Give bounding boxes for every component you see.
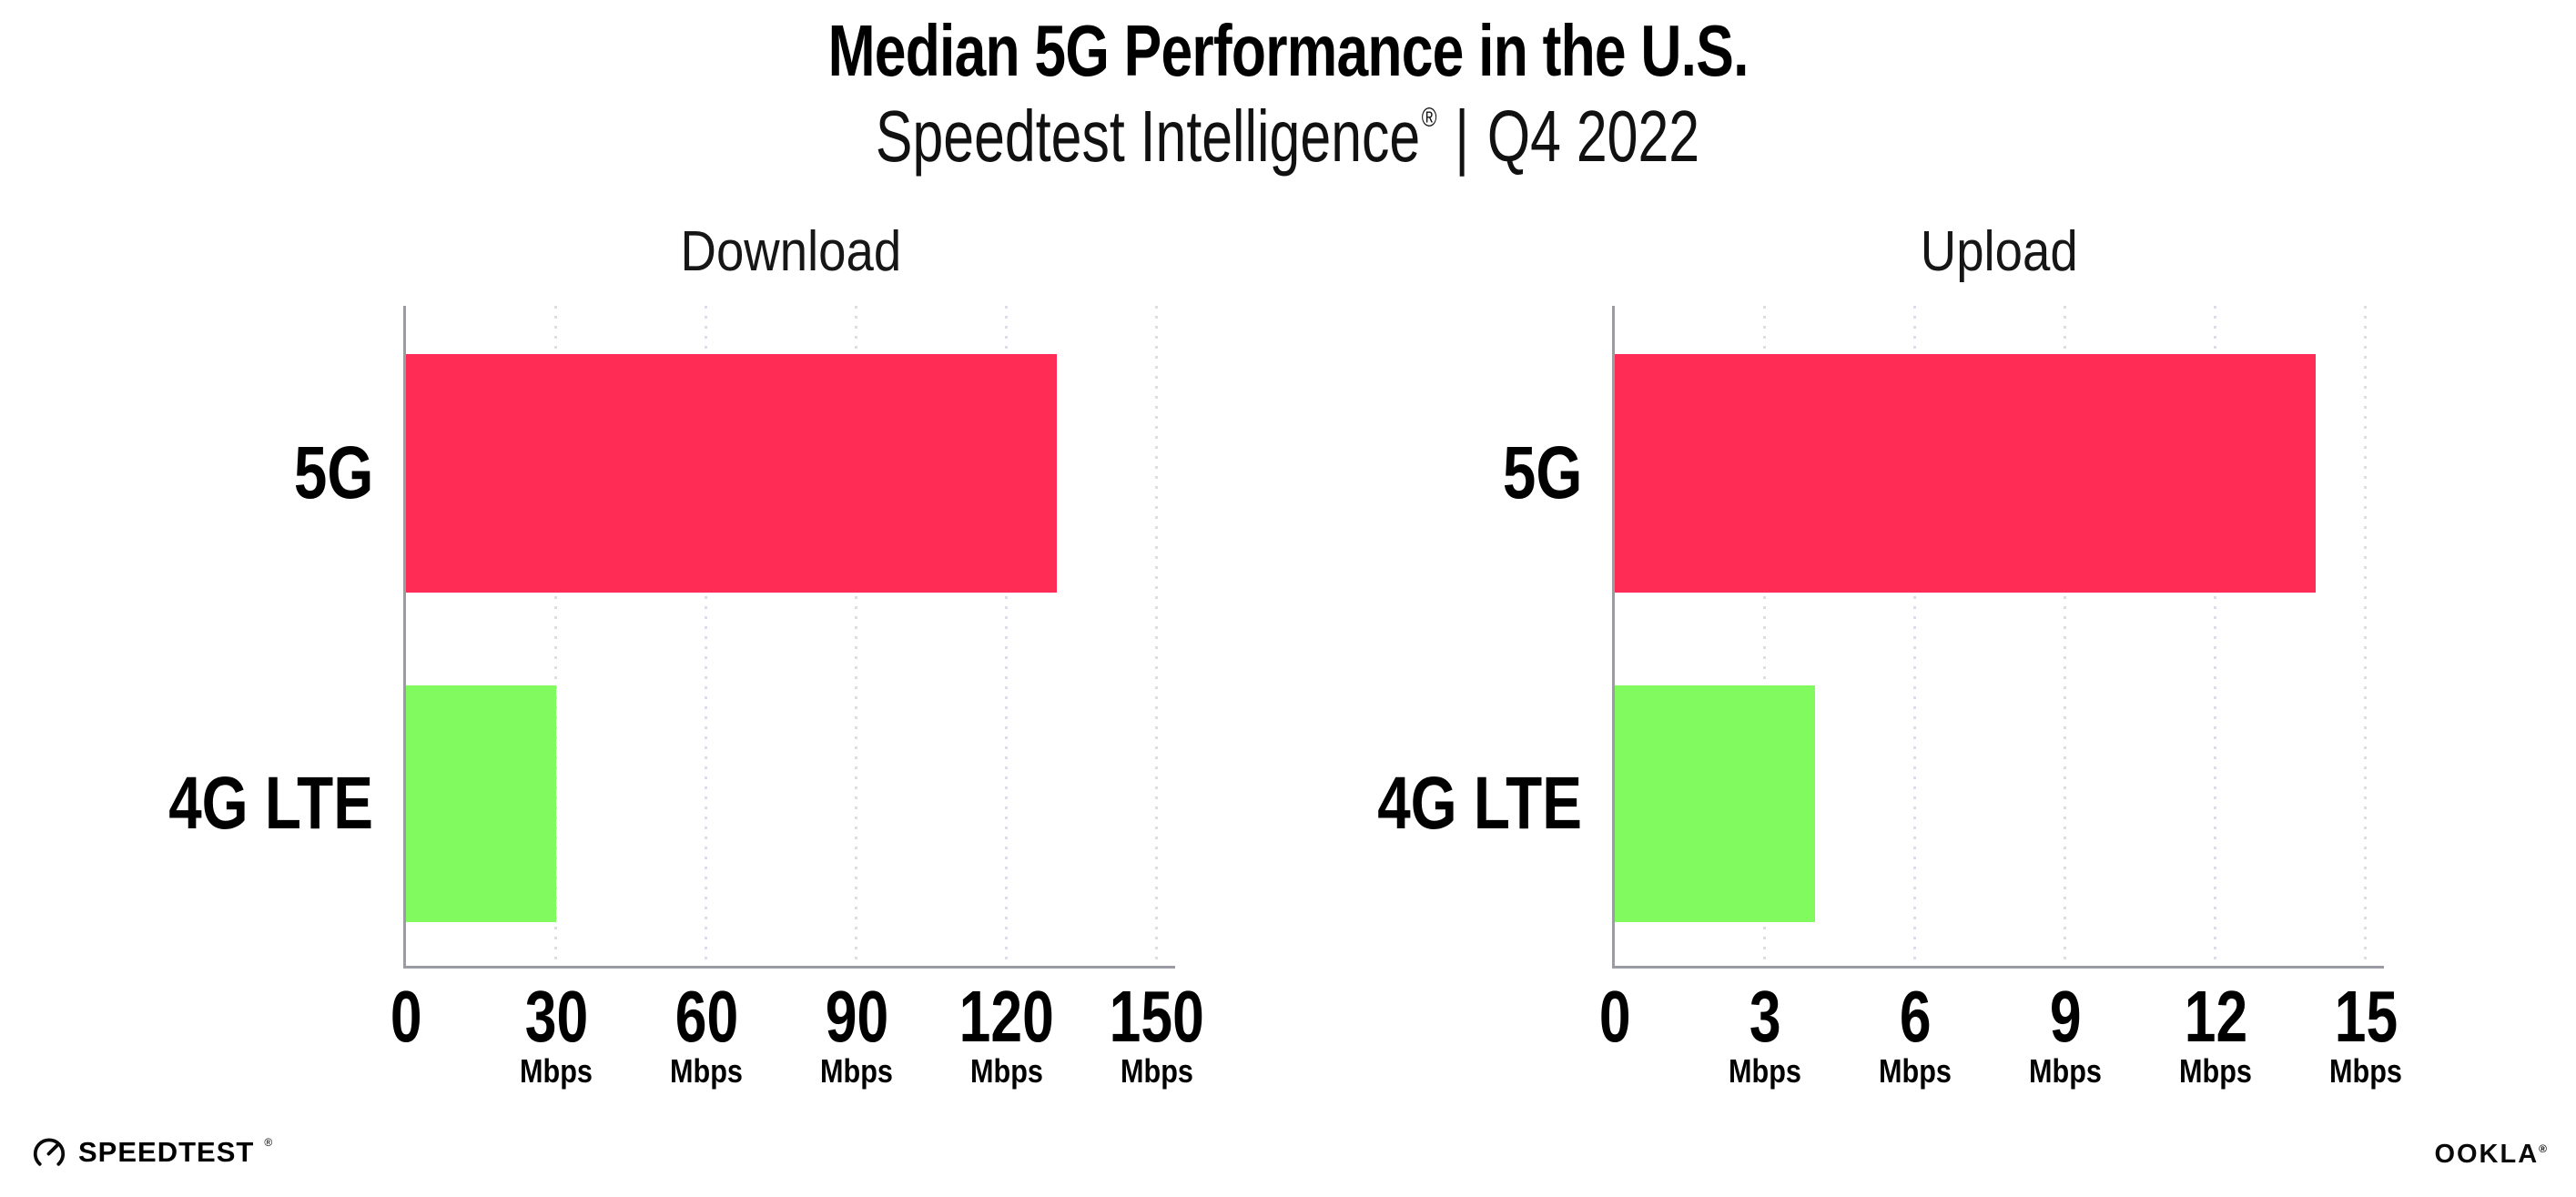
bar-4g-lte [406, 685, 556, 922]
gridline-9 [2064, 306, 2066, 966]
speedtest-wordmark: SPEEDTEST [78, 1136, 255, 1168]
x-tick-unit-12: Mbps [2179, 1052, 2252, 1090]
x-tick-label-0: 0 [1598, 976, 1631, 1057]
page-title-text: Median 5G Performance in the U.S. [827, 10, 1749, 91]
download-plot-area: Download 5G 4G LTE 0 30 Mbps 60 Mbps 90 Mbps 120 Mb… [168, 220, 1204, 1090]
gridline-12 [2214, 306, 2216, 966]
ookla-logo: OOKLA® [2434, 1140, 2549, 1170]
category-label-5g: 5G [293, 431, 373, 514]
speedtest-logo: SPEEDTEST ® [30, 1131, 272, 1173]
gridline-3 [1763, 306, 1766, 966]
x-tick-label-90: 90 [825, 976, 888, 1057]
x-tick-unit-3: Mbps [1729, 1052, 1801, 1090]
x-tick-unit-6: Mbps [1879, 1052, 1952, 1090]
x-tick-unit-90: Mbps [820, 1052, 893, 1090]
x-tick-label-0: 0 [390, 976, 422, 1057]
x-tick-unit-60: Mbps [670, 1052, 743, 1090]
x-tick-label-30: 30 [524, 976, 588, 1057]
gridline-15 [2364, 306, 2367, 966]
category-label-4g-lte: 4G LTE [168, 762, 373, 845]
page-subtitle: Speedtest Intelligence® | Q4 2022 [0, 95, 2576, 178]
x-tick-unit-9: Mbps [2029, 1052, 2102, 1090]
bar-5g [1615, 354, 2316, 593]
x-tick-label-120: 120 [958, 976, 1055, 1057]
gridline-6 [1913, 306, 1916, 966]
category-label-4g-lte: 4G LTE [1377, 762, 1582, 845]
x-tick-label-9: 9 [2049, 976, 2082, 1057]
bar-4g-lte [1615, 685, 1815, 922]
subtitle-period: Q4 2022 [1487, 96, 1700, 177]
subtitle-brand: Speedtest Intelligence [876, 96, 1421, 177]
gridline-120 [1005, 306, 1008, 966]
x-tick-label-3: 3 [1749, 976, 1781, 1057]
gridline-90 [855, 306, 857, 966]
gridline-150 [1155, 306, 1158, 966]
page-title: Median 5G Performance in the U.S. [0, 9, 2576, 93]
x-tick-unit-30: Mbps [520, 1052, 593, 1090]
x-tick-unit-120: Mbps [970, 1052, 1043, 1090]
panel-title-upload: Upload [1921, 220, 2078, 283]
registered-trademark-mark: ® [1422, 103, 1438, 133]
x-tick-label-12: 12 [2184, 976, 2247, 1057]
subtitle-separator: | [1455, 96, 1470, 177]
panel-title-download: Download [680, 220, 901, 283]
x-tick-label-60: 60 [674, 976, 738, 1057]
x-tick-unit-15: Mbps [2329, 1052, 2402, 1090]
ookla-registered-mark: ® [2539, 1142, 2549, 1155]
speedtest-registered-mark: ® [264, 1136, 273, 1149]
gridline-30 [554, 306, 557, 966]
bar-5g [406, 354, 1057, 593]
category-label-5g: 5G [1502, 431, 1582, 514]
x-tick-label-150: 150 [1109, 976, 1205, 1057]
ookla-wordmark: OOKLA [2434, 1140, 2540, 1169]
gridline-60 [705, 306, 707, 966]
x-tick-label-6: 6 [1899, 976, 1932, 1057]
upload-plot-area: Upload 5G 4G LTE 0 3 Mbps 6 Mbps 9 Mbps 12 Mbps 15 Mb… [1377, 220, 2402, 1090]
speedtest-gauge-icon [33, 1138, 66, 1166]
x-tick-unit-150: Mbps [1121, 1052, 1193, 1090]
x-tick-label-15: 15 [2334, 976, 2398, 1057]
